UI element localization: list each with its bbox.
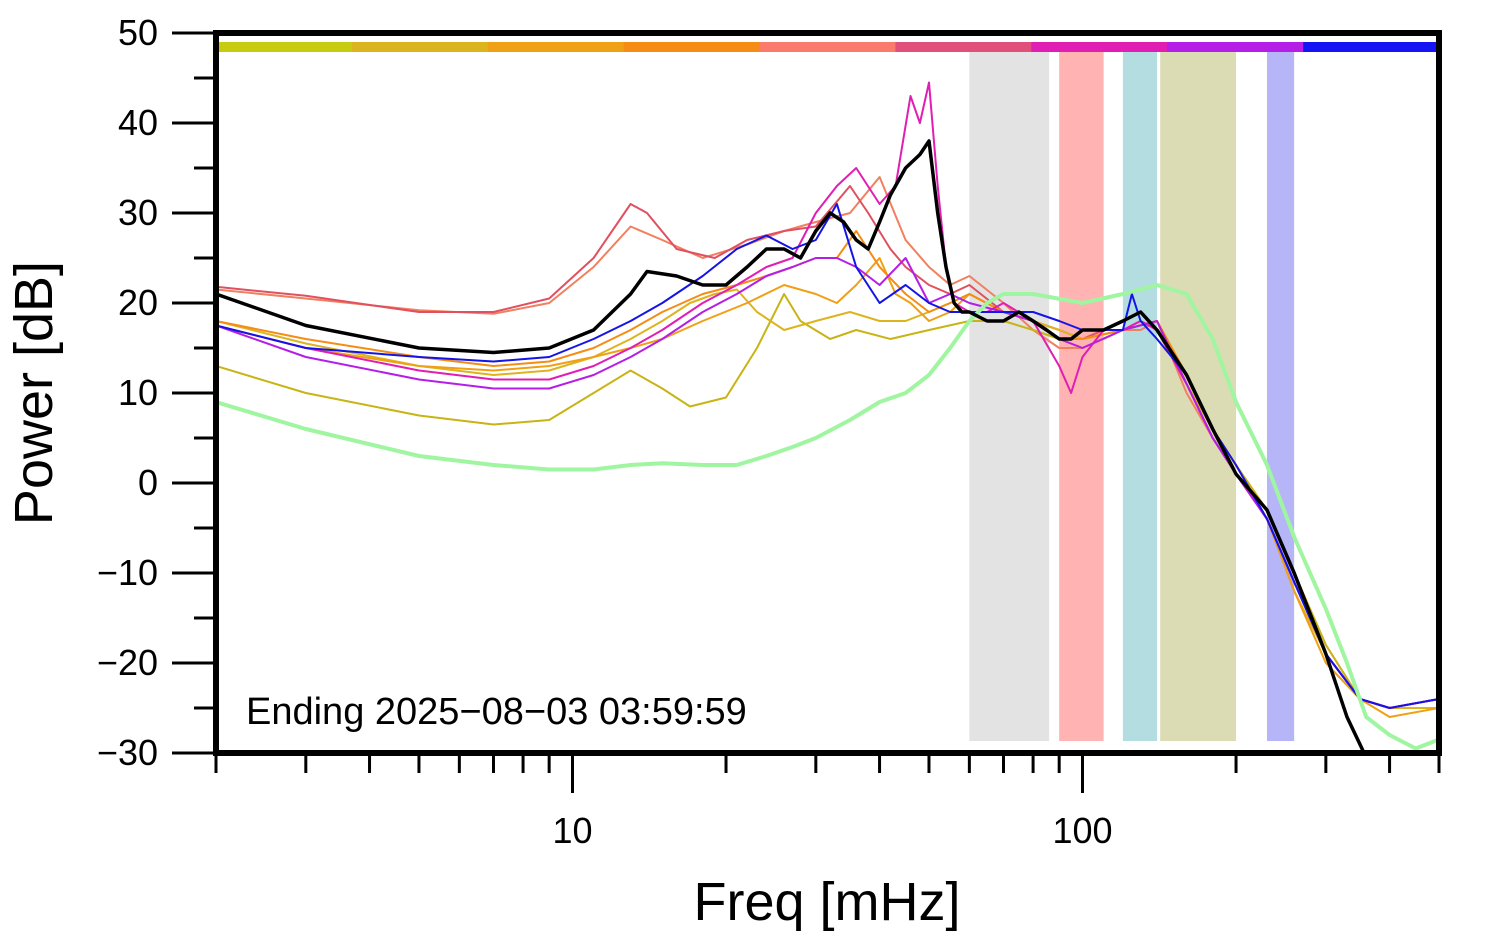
color-bar-segment-5 <box>895 42 1032 52</box>
series-line-10 <box>216 139 1367 753</box>
series-line-7 <box>216 257 1439 709</box>
series-line-1 <box>216 185 1439 709</box>
y-tick-label: 30 <box>118 192 158 233</box>
color-bar-segment-3 <box>623 42 761 52</box>
y-tick-label: 0 <box>138 462 158 503</box>
y-tick-label: 50 <box>118 12 158 53</box>
plot-frame <box>213 30 1442 756</box>
color-bar-segment-0 <box>216 42 353 52</box>
frequency-bands <box>969 52 1295 741</box>
series-line-9 <box>216 283 1439 751</box>
color-bar-segment-1 <box>351 42 489 52</box>
band-0 <box>969 52 1050 741</box>
color-bar-segment-7 <box>1167 42 1304 52</box>
x-tick-label: 100 <box>1052 810 1112 851</box>
time-color-bar <box>216 42 1440 52</box>
series-line-5 <box>216 230 1439 709</box>
annotation-ending: Ending 2025−08−03 03:59:59 <box>246 691 747 733</box>
color-bar-segment-4 <box>759 42 896 52</box>
x-tick-label: 10 <box>552 810 592 851</box>
y-axis-title: Power [dB] <box>4 261 64 525</box>
band-4 <box>1266 52 1295 741</box>
y-axis: 50 40 30 20 10 0 −10 −20 −30 <box>97 12 216 773</box>
x-axis: 10 100 <box>214 753 1441 851</box>
y-tick-label: −20 <box>97 642 158 683</box>
color-bar-segment-2 <box>487 42 625 52</box>
series-line-4 <box>216 257 1439 718</box>
x-axis-title: Freq [mHz] <box>693 872 960 932</box>
color-bar-segment-6 <box>1031 42 1168 52</box>
color-bar-segment-8 <box>1303 42 1440 52</box>
band-1 <box>1059 52 1104 741</box>
y-tick-label: −10 <box>97 552 158 593</box>
y-tick-label: 10 <box>118 372 158 413</box>
series-line-8 <box>216 203 1439 709</box>
series-lines <box>216 81 1439 753</box>
y-tick-label: 20 <box>118 282 158 323</box>
y-tick-label: −30 <box>97 732 158 773</box>
series-line-2 <box>216 293 1439 709</box>
band-2 <box>1122 52 1158 741</box>
series-line-6 <box>216 81 1439 709</box>
y-tick-label: 40 <box>118 102 158 143</box>
